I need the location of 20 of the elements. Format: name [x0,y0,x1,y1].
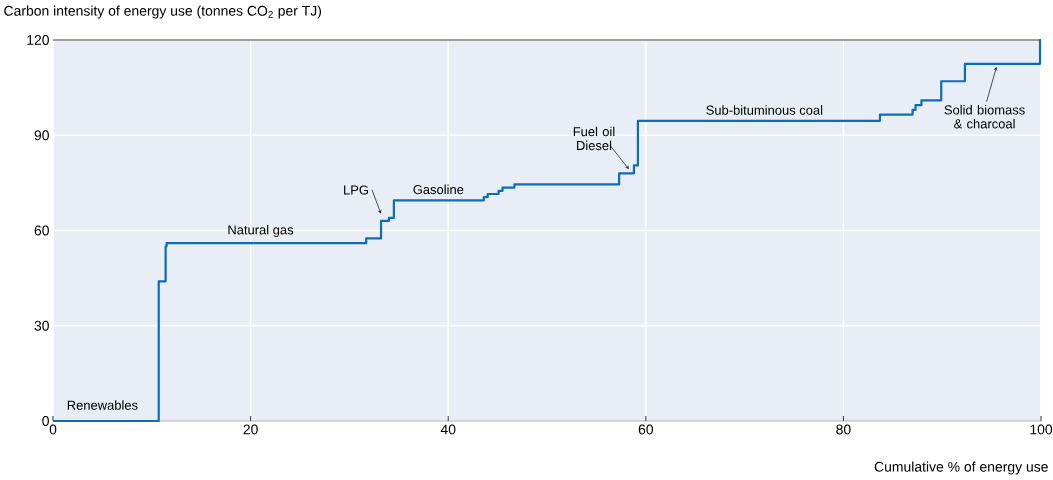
y-tick-label: 120 [27,35,49,45]
annotation: Fuel oil Diesel [573,126,615,151]
x-tick-label: 100 [1030,424,1053,435]
x-axis-title: Cumulative % of energy use [874,461,1048,475]
x-tick-label: 40 [440,424,456,435]
x-tick-label: 60 [638,424,654,435]
y-tick-label: 90 [34,130,49,141]
annotation: Gasoline [413,184,464,195]
y-tick-label: 30 [34,320,49,331]
x-tick-label: 20 [243,424,258,435]
y-tick-label: 60 [34,225,49,236]
annotation: Solid biomass & charcoal [944,104,1025,129]
annotation: Renewables [67,400,138,410]
x-tick-label: 0 [49,424,57,435]
y-tick-label: 0 [42,416,49,426]
annotation: Natural gas [228,224,294,237]
annotation: Sub-bituminous coal [706,105,823,115]
x-tick-label: 80 [836,424,851,435]
y-axis-title: Carbon intensity of energy use (tonnes CO$_{2}$ per TJ) [4,5,321,19]
annotation: LPG [344,185,368,195]
